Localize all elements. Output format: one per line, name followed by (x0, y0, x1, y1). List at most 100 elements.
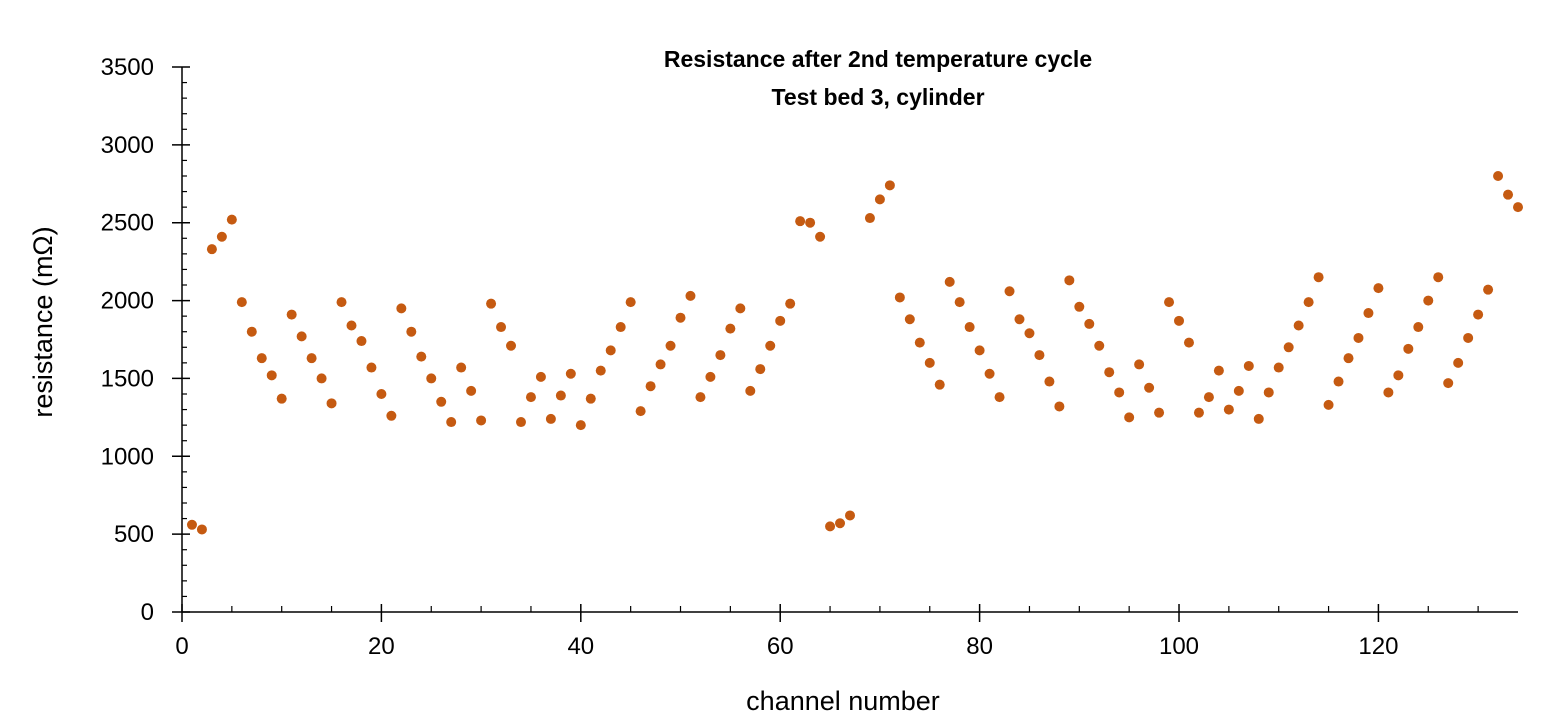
chart-subtitle: Test bed 3, cylinder (771, 84, 985, 110)
data-point (735, 303, 746, 314)
data-point (1074, 301, 1085, 312)
data-point (326, 398, 337, 409)
data-point (246, 326, 257, 337)
data-point (655, 359, 666, 370)
data-point (645, 381, 656, 392)
data-point (1353, 332, 1364, 343)
data-point (1343, 353, 1354, 364)
data-point (396, 303, 407, 314)
data-point (506, 340, 517, 351)
x-tick-label: 0 (175, 633, 188, 660)
chart-title: Resistance after 2nd temperature cycle (663, 46, 1093, 72)
data-point (226, 214, 237, 225)
data-point (1094, 340, 1105, 351)
data-point (1463, 332, 1474, 343)
data-point (1323, 399, 1334, 410)
data-point (1054, 401, 1065, 412)
data-point (1473, 309, 1484, 320)
data-point (635, 406, 646, 417)
data-point (575, 420, 586, 431)
data-point (1313, 272, 1324, 283)
data-point (1154, 407, 1165, 418)
data-point (436, 396, 447, 407)
data-point (466, 385, 477, 396)
data-point (944, 276, 955, 287)
y-tick-label: 1500 (101, 365, 154, 392)
data-point (1503, 189, 1514, 200)
data-point (1014, 314, 1025, 325)
data-point (1403, 343, 1414, 354)
data-point (705, 371, 716, 382)
data-point (1233, 385, 1244, 396)
data-point (565, 368, 576, 379)
data-point (216, 231, 227, 242)
data-point (496, 322, 507, 333)
data-point (605, 345, 616, 356)
data-point (874, 194, 885, 205)
data-point (894, 292, 905, 303)
data-point (815, 231, 826, 242)
data-point (1263, 387, 1274, 398)
data-point (1044, 376, 1055, 387)
data-point (535, 371, 546, 382)
data-point (1084, 318, 1095, 329)
data-point (366, 362, 377, 373)
data-point (1203, 392, 1214, 403)
data-point (1363, 308, 1374, 319)
y-tick-label: 0 (141, 599, 154, 626)
data-point (1183, 337, 1194, 348)
data-point (1134, 359, 1145, 370)
data-point (286, 309, 297, 320)
data-point (1213, 365, 1224, 376)
x-tick-label: 20 (368, 633, 395, 660)
x-tick-label: 60 (767, 633, 794, 660)
y-tick-label: 2000 (101, 288, 154, 315)
x-tick-label: 120 (1358, 633, 1398, 660)
data-point (884, 180, 895, 191)
data-point (1483, 284, 1494, 295)
data-point (1443, 378, 1454, 389)
data-point (476, 415, 487, 426)
y-tick-label: 2500 (101, 210, 154, 237)
data-point (346, 320, 357, 331)
data-point (675, 312, 686, 323)
data-point (1433, 272, 1444, 283)
data-point (715, 350, 726, 361)
data-point (1104, 367, 1115, 378)
data-point (1293, 320, 1304, 331)
data-point (934, 379, 945, 390)
data-point (904, 314, 915, 325)
data-point (555, 390, 566, 401)
data-point (755, 364, 766, 375)
data-point (416, 351, 427, 362)
data-point (725, 323, 736, 334)
y-tick-label: 3500 (101, 54, 154, 81)
y-axis-title: resistance (mΩ) (28, 226, 58, 417)
data-point (1303, 297, 1314, 308)
data-point (1024, 328, 1035, 339)
data-point (256, 353, 267, 364)
data-point (1124, 412, 1135, 423)
data-point (625, 297, 636, 308)
data-point (1453, 357, 1464, 368)
data-point (914, 337, 925, 348)
data-point (1423, 295, 1434, 306)
data-point (825, 521, 836, 532)
data-point (1174, 315, 1185, 326)
data-point (765, 340, 776, 351)
y-tick-label: 500 (114, 521, 154, 548)
data-point (296, 331, 307, 342)
data-point (236, 297, 247, 308)
data-point (835, 518, 846, 529)
data-point (1253, 413, 1264, 424)
data-point (426, 373, 437, 384)
data-point (1493, 171, 1504, 181)
data-point (1034, 350, 1045, 361)
data-point (1513, 202, 1523, 213)
data-point (954, 297, 965, 308)
data-point (795, 216, 806, 227)
data-point (406, 326, 417, 337)
data-point (1144, 382, 1155, 393)
data-point (785, 298, 796, 309)
